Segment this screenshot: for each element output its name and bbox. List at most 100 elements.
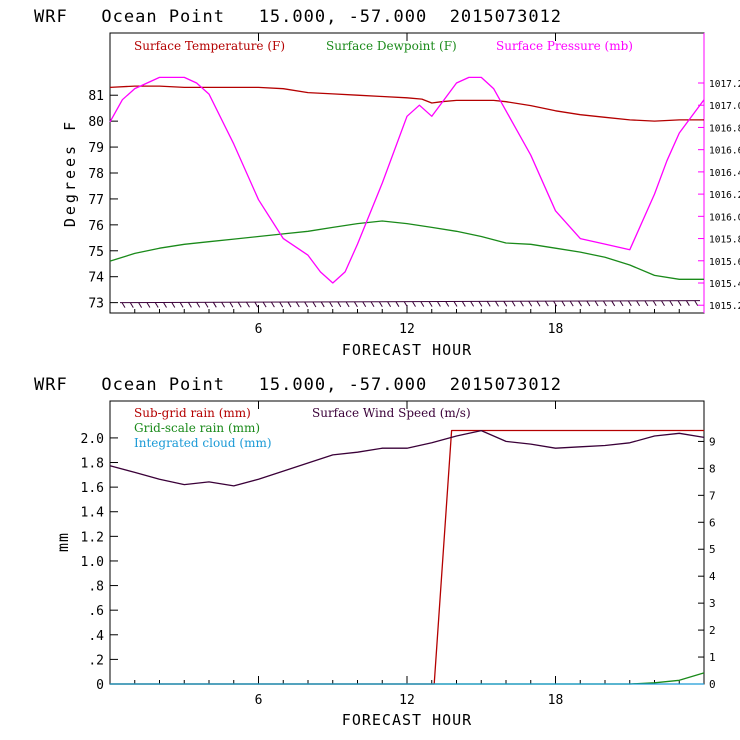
p1-y-right-tick-label: 1016.8 — [709, 123, 740, 134]
legend-surface-dewpoint: Surface Dewpoint (F) — [326, 39, 457, 53]
p1-y-tick-label: 77 — [88, 193, 104, 208]
p2-y-tick-label: 1.0 — [81, 555, 104, 570]
wind-barb — [478, 301, 483, 307]
wind-barb — [138, 302, 143, 308]
wind-barb — [428, 301, 433, 307]
wind-barb — [403, 301, 408, 307]
wind-barb — [254, 301, 259, 308]
p2-y-tick-label: .8 — [88, 580, 104, 595]
series-surface-wind-speed-m-s-line — [109, 429, 705, 487]
p1-y-right-tick-label: 1015.4 — [709, 279, 740, 290]
legend-grid-scale-rain: Grid-scale rain (mm) — [134, 421, 260, 435]
panel-1-ticks: 6 12 18 73 74 75 76 77 78 79 80 81 1015.2 1015.4 1015.… — [88, 33, 740, 337]
wind-barb — [486, 301, 491, 307]
precipitation-panel: WRF Ocean Point 15.000, -57.000 20150730… — [34, 375, 716, 729]
temperature-panel: WRF Ocean Point 15.000, -57.000 20150730… — [34, 7, 740, 359]
series-sub-grid-rain-mm-line — [110, 429, 704, 685]
wind-barb — [578, 300, 582, 307]
wind-barb — [229, 302, 234, 308]
wind-barb — [204, 302, 209, 308]
p2-y-tick-label: 0 — [96, 678, 104, 693]
p2-y-right-tick-label: 5 — [709, 543, 716, 556]
p2-y-right-tick-label: 0 — [709, 678, 716, 691]
p2-y-right-tick-label: 1 — [709, 651, 716, 664]
p1-x-tick-label: 6 — [255, 322, 263, 337]
p1-y-right-tick-label: 1015.6 — [709, 257, 740, 268]
wind-barb — [237, 301, 242, 308]
p2-y-right-tick-label: 4 — [709, 570, 716, 583]
p1-y-right-tick-label: 1016.2 — [709, 190, 740, 201]
p1-y-right-tick-label: 1017.0 — [709, 101, 740, 112]
wind-barb — [320, 301, 325, 308]
wind-barb — [287, 301, 292, 308]
wind-barb — [536, 300, 541, 307]
wind-barb — [246, 301, 250, 308]
wind-barb — [644, 300, 649, 307]
wind-barb — [262, 301, 267, 308]
p1-y-tick-label: 76 — [88, 219, 104, 234]
p2-y-tick-label: .2 — [88, 653, 104, 668]
wind-barb — [553, 300, 558, 307]
p1-y-right-tick-label: 1015.8 — [709, 235, 740, 246]
p2-y-tick-label: .4 — [88, 629, 104, 644]
wind-barb — [636, 300, 641, 307]
wind-barb — [586, 300, 591, 307]
wind-barb — [503, 301, 508, 307]
wind-barb — [561, 300, 566, 307]
p2-y-right-tick-label: 9 — [709, 435, 716, 448]
wind-barb — [519, 301, 524, 307]
panel-1-title: WRF Ocean Point 15.000, -57.000 20150730… — [34, 7, 562, 27]
wind-barb — [337, 301, 342, 308]
p2-y-tick-label: 1.4 — [81, 506, 105, 521]
wind-barb — [470, 301, 475, 307]
wind-barb — [171, 302, 176, 308]
panel-2-series — [109, 429, 705, 685]
wind-barbs — [119, 300, 701, 308]
wind-barb — [212, 302, 217, 308]
p1-y-right-tick-label: 1015.2 — [709, 301, 740, 312]
wind-barb — [412, 301, 416, 307]
wind-barb — [279, 301, 284, 308]
wind-barb — [420, 301, 425, 307]
wind-barb — [694, 300, 699, 306]
p1-y-right-tick-label: 1017.2 — [709, 79, 740, 90]
legend-sub-grid-rain: Sub-grid rain (mm) — [134, 406, 251, 420]
wind-barb — [661, 300, 665, 307]
wind-barb — [594, 300, 599, 307]
p1-y-tick-label: 78 — [88, 167, 104, 182]
series-surface-pressure-mb-line — [109, 76, 705, 284]
wind-barb — [602, 300, 607, 307]
wind-barb — [528, 300, 533, 307]
series-surface-dewpoint-f-line — [109, 220, 704, 280]
wind-barb — [453, 301, 458, 307]
wind-barb — [511, 301, 516, 307]
wind-barb — [362, 301, 367, 308]
p2-y-right-tick-label: 2 — [709, 624, 716, 637]
wind-barb — [378, 301, 383, 308]
wind-barb — [121, 302, 126, 308]
wind-barb — [436, 301, 441, 307]
wind-barb — [569, 300, 574, 307]
panel-2-ylabel: mm — [54, 532, 72, 552]
wind-barb — [154, 302, 159, 308]
wind-barb — [395, 301, 400, 307]
p1-y-right-tick-label: 1016.0 — [709, 212, 740, 223]
p1-y-tick-label: 79 — [88, 141, 104, 156]
p2-x-tick-label: 6 — [255, 693, 263, 708]
wind-barb — [669, 300, 674, 307]
wind-barb — [345, 301, 350, 308]
p2-x-tick-label: 18 — [548, 693, 564, 708]
wind-barb — [221, 302, 226, 308]
panel-1-series — [109, 76, 705, 284]
wind-barb — [179, 302, 184, 308]
wind-barb — [129, 302, 134, 308]
wind-barb — [495, 301, 499, 307]
wind-barb — [146, 302, 151, 308]
wind-barb — [619, 300, 624, 307]
p2-y-tick-label: 2.0 — [81, 432, 104, 447]
p1-y-right-tick-label: 1016.6 — [709, 146, 740, 157]
wind-barb — [685, 300, 690, 306]
wind-barb — [187, 302, 192, 308]
p2-y-tick-label: 1.8 — [81, 457, 104, 472]
